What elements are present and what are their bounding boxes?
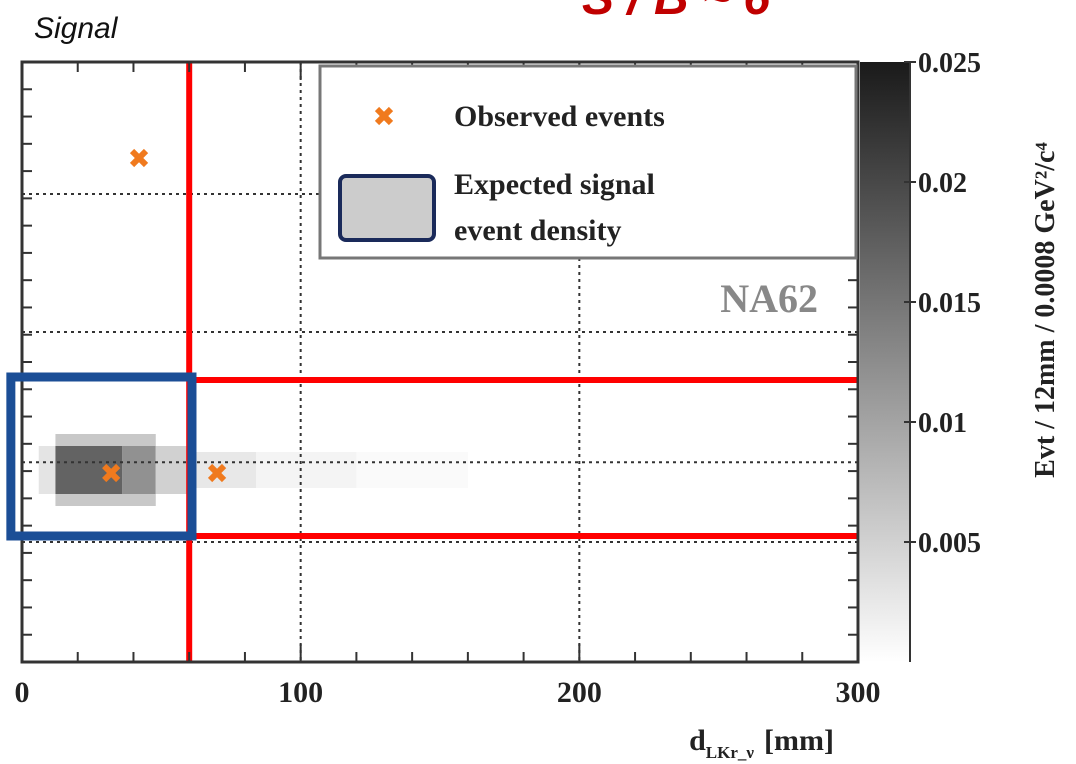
x-tick-label-0: 0 [15, 676, 30, 709]
observed-event-0 [129, 148, 149, 168]
colorbar: 0.025 0.02 0.015 0.01 0.005 Evt / 12mm / 0.0… [860, 48, 1061, 662]
density-cell-3 [155, 446, 190, 494]
density-cell-4 [55, 434, 156, 446]
colorbar-tick-label-0: 0.025 [918, 48, 981, 79]
density-cell-7 [256, 452, 357, 488]
density-cell-0 [38, 446, 56, 494]
colorbar-label: Evt / 12mm / 0.0008 GeV²/c⁴ [1030, 142, 1061, 478]
ratio-label: S / B ~ 6 [582, 0, 770, 25]
x-axis-label: dLKr_ν [mm] [689, 724, 834, 762]
x-tick-label-2: 200 [557, 676, 602, 709]
minor-ticks [22, 62, 858, 662]
density-cell-2 [122, 446, 156, 494]
colorbar-gradient [860, 62, 910, 662]
colorbar-tick-label-1: 0.02 [918, 168, 967, 199]
colorbar-tick-label-4: 0.005 [918, 528, 981, 559]
svg-text:dLKr_ν: dLKr_ν [689, 724, 754, 762]
x-axis-label-unit: [mm] [764, 724, 834, 757]
colorbar-tick-label-3: 0.01 [918, 408, 967, 439]
legend-signal-swatch [338, 174, 436, 242]
legend-signal-label-line1: Expected signal [454, 168, 655, 201]
legend-observed-marker [374, 106, 394, 126]
x-axis-label-main: d [689, 724, 706, 757]
signal-label: Signal [34, 12, 119, 45]
observed-event-2 [207, 463, 227, 483]
x-tick-label-1: 100 [278, 676, 323, 709]
x-axis-ticks: 0 100 200 300 [15, 676, 881, 709]
density-cell-5 [55, 494, 156, 506]
legend-signal-label-line2: event density [454, 214, 622, 247]
colorbar-ticks: 0.025 0.02 0.015 0.01 0.005 [904, 48, 981, 559]
x-tick-label-3: 300 [836, 676, 881, 709]
legend-observed-label: Observed events [454, 100, 665, 133]
x-axis-label-sub: LKr_ν [706, 743, 755, 762]
na62-watermark: NA62 [720, 276, 818, 321]
legend: Observed events Expected signal event de… [318, 64, 858, 260]
observed-event-1 [102, 463, 121, 483]
signal-density-layer [38, 434, 468, 506]
density-cell-8 [356, 452, 468, 488]
observed-events-layer [102, 148, 227, 483]
cut-lines-layer [186, 62, 858, 662]
signal-region-box [6, 372, 197, 541]
colorbar-tick-label-2: 0.015 [918, 288, 981, 319]
